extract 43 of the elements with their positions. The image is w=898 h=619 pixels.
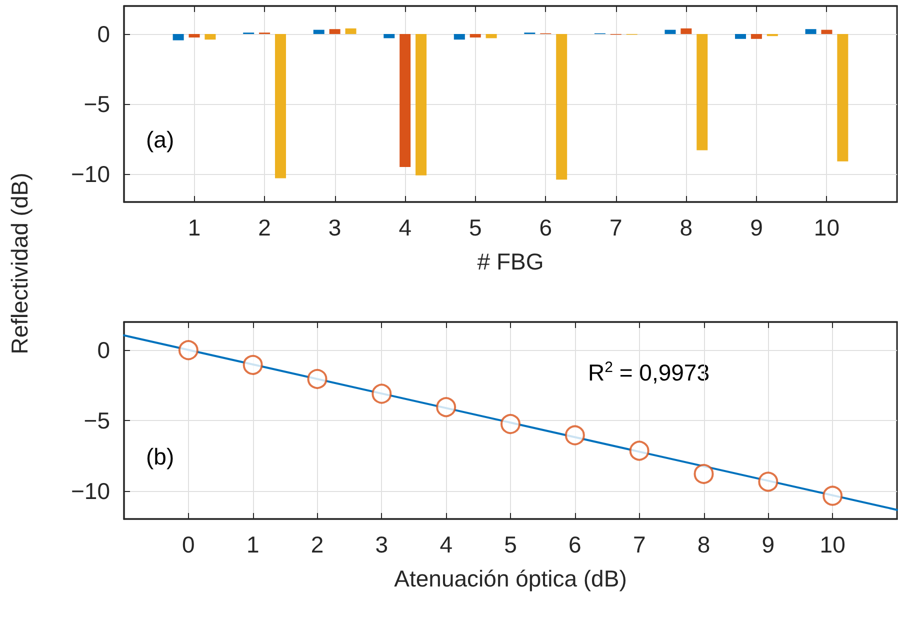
y-tick-label: −10 — [70, 161, 110, 187]
x-tick-label: 8 — [680, 214, 693, 240]
x-tick-label: 10 — [820, 532, 846, 558]
x-axis-title: Atenuación óptica (dB) — [394, 566, 627, 592]
x-tick-label: 1 — [246, 532, 260, 558]
y-tick-label: 0 — [97, 337, 110, 364]
point — [500, 414, 520, 434]
x-tick-label: 4 — [398, 214, 412, 240]
point — [564, 425, 585, 446]
point — [436, 397, 456, 418]
x-tick-label: 6 — [568, 532, 582, 558]
x-tick-label: 3 — [328, 214, 342, 240]
point — [242, 354, 263, 375]
y-tick-label: −5 — [84, 408, 110, 434]
y-tick-label: −5 — [84, 91, 110, 117]
annotation: (a) — [146, 126, 174, 152]
x-axis-title: # FBG — [477, 248, 544, 274]
annotation: (b) — [146, 444, 174, 470]
x-tick-label: 4 — [440, 532, 453, 558]
x-tick-label: 8 — [697, 532, 710, 558]
x-tick-label: 9 — [762, 532, 775, 558]
point — [758, 472, 778, 492]
point — [178, 340, 198, 360]
x-tick-label: 0 — [182, 532, 195, 558]
point — [372, 384, 392, 404]
x-tick-label: 9 — [750, 214, 763, 240]
x-tick-label: 5 — [504, 532, 517, 558]
x-tick-label: 10 — [814, 214, 840, 240]
x-tick-label: 3 — [375, 532, 388, 558]
x-tick-label: 2 — [258, 214, 271, 240]
y-tick-label: −10 — [70, 478, 110, 504]
x-tick-label: 1 — [188, 214, 201, 240]
x-tick-label: 2 — [310, 532, 324, 558]
point — [307, 368, 328, 389]
y-axis-title: Reflectividad (dB) — [6, 172, 34, 356]
x-tick-label: 5 — [468, 214, 482, 240]
y-tick-label: 0 — [97, 21, 110, 47]
x-tick-label: 6 — [539, 214, 552, 240]
point — [694, 464, 714, 484]
x-tick-label: 7 — [632, 532, 646, 558]
point — [629, 440, 650, 461]
x-tick-label: 7 — [610, 214, 622, 240]
point — [822, 486, 843, 506]
